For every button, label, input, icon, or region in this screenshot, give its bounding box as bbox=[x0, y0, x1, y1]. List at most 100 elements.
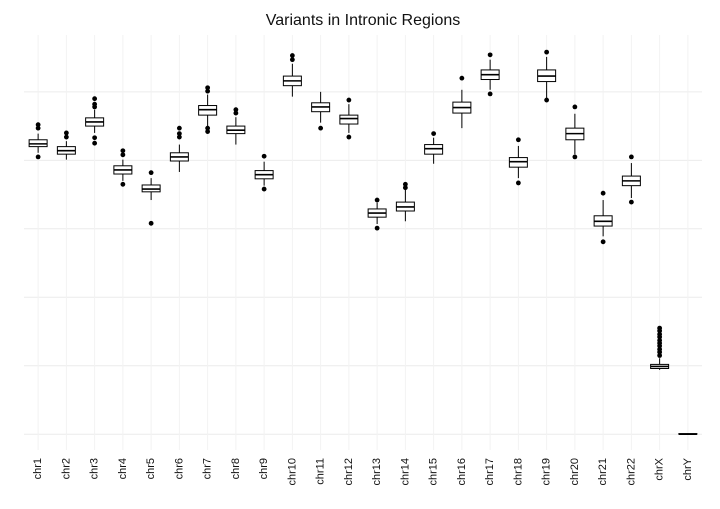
outlier bbox=[120, 152, 126, 158]
box-group bbox=[226, 107, 246, 145]
outlier bbox=[261, 186, 267, 192]
outlier bbox=[600, 239, 606, 245]
x-tick-label: chr12 bbox=[343, 458, 355, 486]
x-tick-label: chr21 bbox=[597, 458, 609, 486]
outlier bbox=[233, 107, 239, 113]
outlier bbox=[346, 97, 352, 103]
box-group bbox=[650, 325, 670, 370]
outlier bbox=[205, 85, 211, 91]
outlier bbox=[205, 88, 211, 94]
outlier bbox=[92, 140, 98, 146]
box-group bbox=[85, 96, 105, 146]
outlier bbox=[572, 104, 578, 110]
outlier bbox=[120, 181, 126, 187]
x-tick-label: chrX bbox=[654, 457, 666, 480]
outlier bbox=[657, 349, 663, 355]
outlier bbox=[657, 353, 663, 358]
outlier bbox=[176, 134, 182, 140]
box-group bbox=[56, 130, 76, 160]
outlier bbox=[628, 199, 634, 205]
x-tick-label: chr7 bbox=[202, 458, 214, 479]
outlier bbox=[459, 75, 465, 81]
outlier bbox=[92, 135, 98, 141]
outlier bbox=[487, 91, 493, 97]
outlier bbox=[176, 125, 182, 131]
x-tick-label: chr17 bbox=[484, 458, 496, 486]
box-group bbox=[678, 433, 698, 436]
outlier bbox=[148, 220, 154, 226]
x-tick-label: chr4 bbox=[117, 458, 129, 479]
x-tick-label: chr11 bbox=[315, 458, 327, 485]
box-group bbox=[593, 190, 613, 245]
outlier bbox=[374, 197, 380, 203]
box-group bbox=[424, 131, 444, 164]
outlier bbox=[35, 125, 41, 131]
box-group bbox=[508, 137, 528, 186]
x-tick-label: chr10 bbox=[286, 458, 298, 486]
outlier bbox=[657, 334, 663, 340]
box-group bbox=[254, 153, 274, 192]
outlier bbox=[515, 180, 521, 186]
x-tick-label: chr2 bbox=[60, 458, 72, 479]
box-group bbox=[395, 181, 415, 222]
x-tick-label: chr8 bbox=[230, 458, 242, 479]
outlier bbox=[63, 134, 69, 140]
box-group bbox=[621, 154, 641, 205]
outlier bbox=[289, 53, 295, 58]
box-group bbox=[367, 197, 387, 231]
box-group bbox=[480, 52, 500, 97]
box-group bbox=[565, 104, 585, 160]
outlier bbox=[657, 328, 663, 334]
x-tick-label: chr1 bbox=[32, 458, 44, 479]
outlier bbox=[261, 153, 267, 159]
outlier bbox=[628, 154, 634, 160]
outlier bbox=[35, 154, 41, 160]
x-tick-label: chr5 bbox=[145, 458, 157, 479]
chart-title: Variants in Intronic Regions bbox=[266, 12, 460, 29]
outlier bbox=[148, 170, 154, 176]
x-tick-label: chrY bbox=[682, 457, 694, 480]
outlier bbox=[402, 181, 408, 187]
x-tick-label: chr18 bbox=[512, 458, 524, 486]
box-group bbox=[282, 53, 302, 97]
outlier bbox=[176, 131, 182, 137]
outlier bbox=[402, 185, 408, 191]
box-group bbox=[198, 85, 218, 134]
x-tick-label: chr19 bbox=[541, 458, 553, 486]
outlier bbox=[233, 110, 239, 116]
outlier bbox=[289, 57, 295, 63]
box-group bbox=[339, 97, 359, 140]
outlier bbox=[205, 129, 211, 134]
outlier bbox=[544, 97, 550, 103]
box-group bbox=[113, 148, 133, 187]
outlier bbox=[515, 137, 521, 143]
box-group bbox=[28, 122, 48, 160]
outlier bbox=[318, 125, 324, 131]
outlier bbox=[544, 49, 550, 55]
outlier bbox=[657, 343, 663, 349]
x-tick-label: chr16 bbox=[456, 458, 468, 486]
x-tick-label: chr13 bbox=[371, 458, 383, 486]
outlier bbox=[572, 154, 578, 160]
outlier bbox=[346, 134, 352, 140]
outlier bbox=[120, 148, 126, 154]
x-tick-label: chr20 bbox=[569, 458, 581, 486]
grid bbox=[24, 35, 702, 450]
x-tick-label: chr9 bbox=[258, 458, 270, 479]
outlier bbox=[35, 122, 41, 128]
box-group bbox=[452, 75, 472, 129]
x-tick-label: chr22 bbox=[625, 458, 637, 486]
outlier bbox=[205, 125, 211, 131]
x-tick-label: chr15 bbox=[428, 458, 440, 486]
x-tick-label: chr3 bbox=[89, 458, 101, 479]
outlier bbox=[487, 52, 493, 58]
box-group bbox=[537, 49, 557, 103]
outlier bbox=[374, 225, 380, 231]
outlier bbox=[431, 131, 437, 137]
box-group bbox=[169, 125, 189, 172]
box-group bbox=[311, 91, 331, 131]
box-group bbox=[141, 170, 161, 226]
x-tick-label: chr14 bbox=[399, 458, 411, 486]
